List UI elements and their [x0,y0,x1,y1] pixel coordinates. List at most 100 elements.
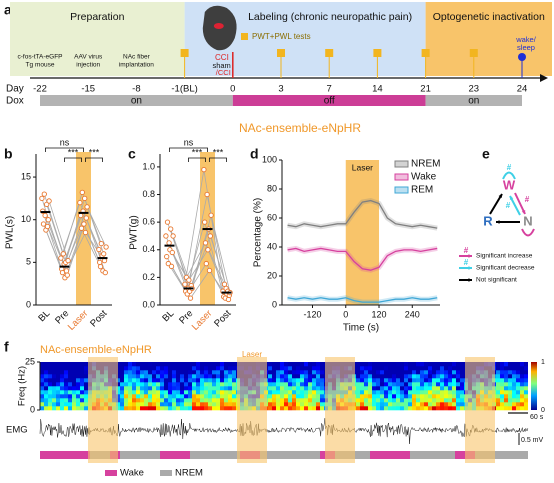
spectrogram-cell [120,370,124,375]
spectrogram-cell [156,402,160,407]
spectrogram-cell [132,366,136,371]
arrow-head [496,220,500,224]
spectrogram-cell [192,386,196,391]
spectrogram-cell [440,370,444,375]
spectrogram-cell [120,382,124,387]
day-tick-label: 23 [469,84,480,95]
spectrogram-cell [412,386,416,391]
spectrogram-cell [136,382,140,387]
laser-label: Laser [242,350,262,359]
laser-period [325,357,355,463]
spectrogram-cell [132,398,136,403]
y-tick-label: 0.0 [142,299,155,309]
x-tick-label: 120 [372,309,387,319]
spectrogram-cell [212,406,216,411]
spectrogram-cell [520,362,524,367]
spectrogram-cell [144,378,148,383]
spectrogram-cell [136,394,140,399]
phase-title: Labeling (chronic neuropathic pain) [248,11,412,23]
spectrogram-cell [48,366,52,371]
spectrogram-cell [208,374,212,379]
spectrogram-cell [148,406,152,411]
spectrogram-cell [372,394,376,399]
spectrogram-cell [216,398,220,403]
spectrogram-cell [360,378,364,383]
emg-scale-label: 0.5 mV [521,437,544,444]
spectrogram-cell [316,406,320,411]
spectrogram-cell [388,382,392,387]
hypnogram-segment [40,451,90,459]
spectrogram-cell [68,362,72,367]
spectrogram-cell [152,366,156,371]
y-axis-title: Freq (Hz) [17,366,28,406]
spectrogram-cell [60,374,64,379]
spectrogram-cell [120,378,124,383]
spectrogram-cell [404,362,408,367]
spectrogram-cell [184,370,188,375]
spectrogram-cell [196,362,200,367]
spectrogram-cell [460,402,464,407]
spectrogram-cell [184,362,188,367]
spectrogram-cell [284,366,288,371]
spectrogram-cell [220,362,224,367]
spectrogram-cell [520,366,524,371]
spectrogram-cell [196,402,200,407]
spectrogram-cell [148,386,152,391]
spectrogram-cell [388,386,392,391]
event-text: implantation [119,62,154,69]
significance-bracket [64,157,82,162]
spectrogram-cell [460,370,464,375]
spectrogram-cell [272,382,276,387]
spectrogram-cell [424,394,428,399]
spectrogram-cell [268,394,272,399]
spectrogram-cell [128,390,132,395]
spectrogram-cell [148,362,152,367]
spectrogram-cell [272,378,276,383]
subject-point [84,204,90,210]
spectrogram-cell [304,386,308,391]
spectrogram-cell [196,406,200,411]
spectrogram-cell [376,378,380,383]
arrow-head [498,194,502,198]
x-tick-label: Laser [66,308,91,333]
spectrogram-cell [276,402,280,407]
spectrogram-cell [508,390,512,395]
spectrogram-cell [420,398,424,403]
spectrogram-cell [84,394,88,399]
spectrogram-cell [216,394,220,399]
spectrogram-cell [52,386,56,391]
spectrogram-cell [384,398,388,403]
spectrogram-cell [456,398,460,403]
subject-point [163,233,169,239]
spectrogram-cell [388,402,392,407]
spectrogram-cell [228,374,232,379]
spectrogram-cell [124,362,128,367]
spectrogram-cell [284,362,288,367]
spectrogram-cell [200,378,204,383]
spectrogram-cell [40,398,44,403]
spectrogram-cell [268,398,272,403]
significance-bracket [85,157,103,162]
spectrogram-cell [440,406,444,411]
spectrogram-cell [72,370,76,375]
spectrogram-cell [392,394,396,399]
spectrogram-cell [396,398,400,403]
spectrogram-cell [444,374,448,379]
spectrogram-cell [304,374,308,379]
spectrogram-cell [56,398,60,403]
spectrogram-cell [124,390,128,395]
x-axis-title: Time (s) [343,323,379,334]
spectrogram-cell [204,366,208,371]
spectrogram-cell [216,370,220,375]
spectrogram-cell [396,386,400,391]
spectrogram-cell [164,406,168,411]
spectrogram-cell [432,382,436,387]
spectrogram-cell [276,366,280,371]
legend-swatch [394,160,409,168]
spectrogram-cell [376,402,380,407]
spectrogram-cell [228,378,232,383]
spectrogram-cell [320,378,324,383]
spectrogram-cell [180,406,184,411]
spectrogram-cell [436,398,440,403]
spectrogram-cell [364,374,368,379]
